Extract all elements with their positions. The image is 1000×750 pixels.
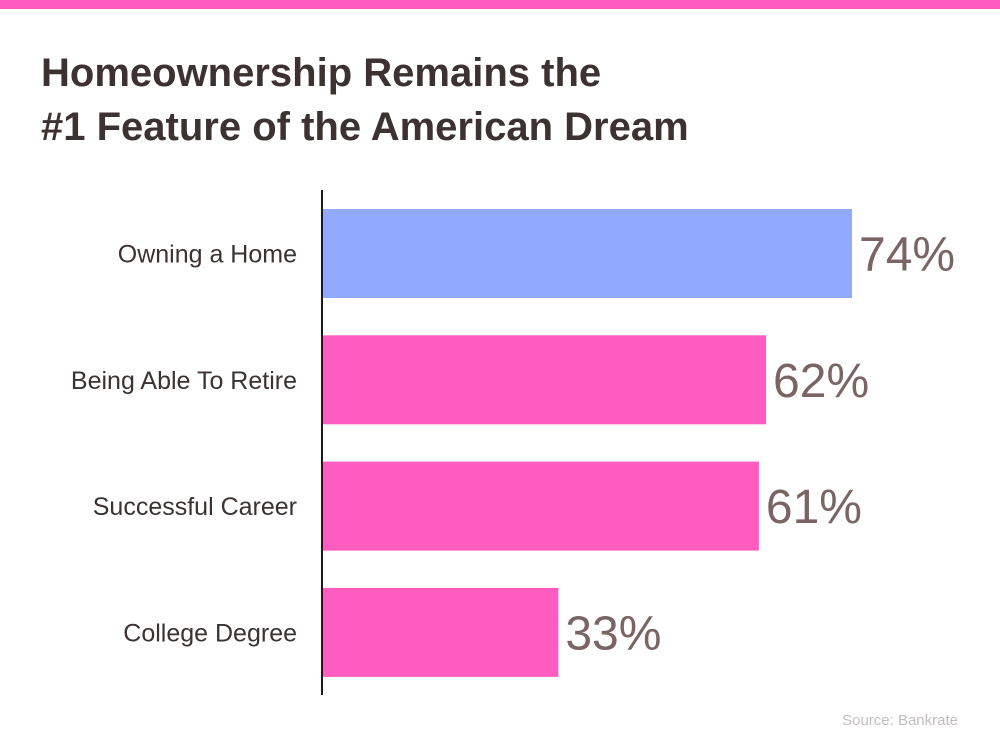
value-label: 61% bbox=[766, 481, 862, 534]
value-label: 74% bbox=[859, 229, 955, 282]
category-label: College Degree bbox=[123, 619, 297, 647]
category-label: Successful Career bbox=[93, 493, 297, 521]
chart-title-line-2: #1 Feature of the American Dream bbox=[41, 105, 689, 149]
bar-successful-career bbox=[322, 461, 759, 551]
value-label: 33% bbox=[565, 607, 661, 660]
value-label: 62% bbox=[773, 355, 869, 408]
bar-college-degree bbox=[322, 587, 559, 677]
category-label: Being Able To Retire bbox=[71, 367, 297, 395]
bar-being-able-to-retire bbox=[322, 335, 767, 425]
chart-title-line-1: Homeownership Remains the bbox=[41, 51, 602, 95]
source-note: Source: Bankrate bbox=[842, 712, 958, 729]
top-accent-band bbox=[0, 0, 1000, 9]
chart-title: Homeownership Remains the #1 Feature of … bbox=[41, 46, 689, 154]
bar-owning-a-home bbox=[322, 209, 852, 298]
category-label: Owning a Home bbox=[118, 241, 297, 269]
